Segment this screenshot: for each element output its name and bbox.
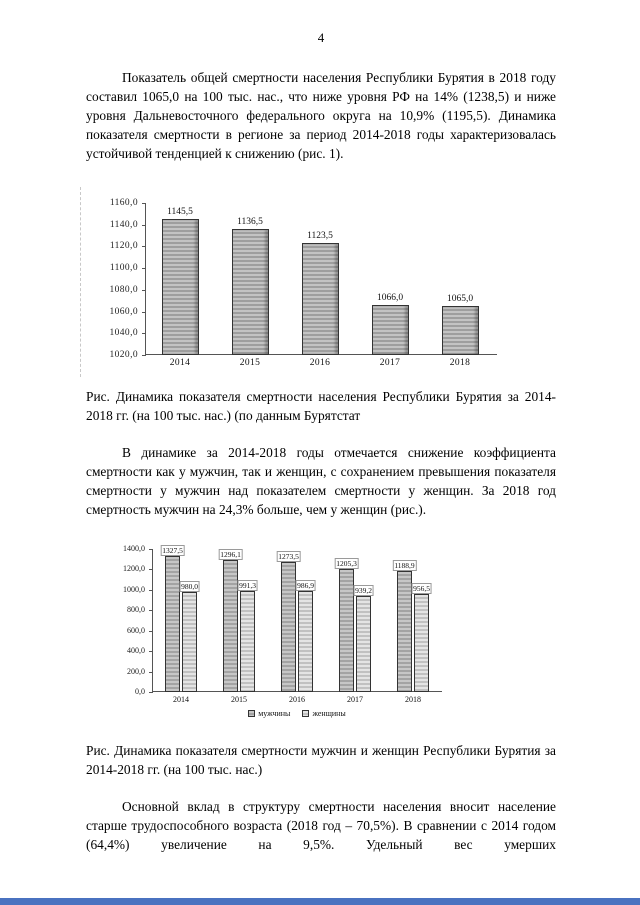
- y-axis-tick-label: 1020,0: [109, 350, 138, 360]
- bar-женщины-2016: [298, 591, 313, 692]
- legend-swatch: [302, 710, 310, 717]
- chart-legend: мужчины женщины: [152, 709, 442, 718]
- y-axis-tick-label: 1200,0: [123, 564, 145, 574]
- y-axis-tick-label: 200,0: [127, 666, 145, 676]
- bar-value-label: 1188,9: [392, 559, 417, 571]
- chart-mortality-by-sex: 1400,0 1200,0 1000,0 800,0 600,0 400,0 200,0 0,…: [106, 535, 448, 731]
- bar-2014: [161, 218, 199, 355]
- y-axis-tick-mark: [149, 549, 153, 550]
- y-axis-tick-label: 400,0: [127, 646, 145, 656]
- document-page: 4 Показатель общей смертности населения …: [80, 30, 556, 852]
- y-axis-tick-mark: [142, 289, 146, 291]
- y-axis-tick-label: 0,0: [135, 687, 145, 696]
- y-axis-tick-label: 1100,0: [109, 263, 138, 274]
- bar-мужчины-2015: [223, 559, 238, 692]
- y-axis-tick-label: 1160,0: [109, 198, 138, 208]
- y-axis-tick-mark: [142, 355, 146, 356]
- bar-value-label: 1296,1: [218, 548, 243, 560]
- paragraph-2: В динамике за 2014-2018 годы отмечается …: [86, 445, 556, 517]
- y-axis-tick-mark: [142, 203, 146, 204]
- y-axis-tick-label: 1000,0: [123, 584, 145, 594]
- bar-value-label: 1123,5: [307, 230, 333, 241]
- y-axis-tick-mark: [149, 651, 153, 653]
- bar-2015: [231, 228, 269, 355]
- page-number: 4: [317, 30, 325, 45]
- bar-value-label: 1066,0: [376, 293, 404, 304]
- y-axis-tick-mark: [142, 268, 146, 270]
- y-axis-tick-label: 1120,0: [109, 241, 138, 252]
- y-axis-tick-mark: [149, 610, 153, 612]
- legend-item: мужчины: [248, 709, 290, 718]
- bar-мужчины-2014: [165, 556, 180, 692]
- paragraph-3: Основной вклад в структуру смертности на…: [86, 799, 556, 852]
- x-axis-tick-label: 2017: [379, 358, 401, 368]
- figure-caption-2: Рис. Динамика показателя смертности мужч…: [86, 743, 556, 777]
- y-axis-tick-label: 1040,0: [109, 328, 138, 339]
- bar-value-label: 1273,5: [276, 550, 301, 562]
- bar-value-label: 1145,5: [167, 206, 193, 217]
- x-axis-tick-label: 2014: [169, 358, 191, 368]
- x-axis-tick-label: 2015: [231, 695, 247, 704]
- chart-total-mortality: 1160,0 1140,0 1120,0 1100,0 1080,0 1060,0 1040…: [80, 187, 498, 377]
- bar-value-label: 986,9: [295, 580, 316, 592]
- y-axis-tick-label: 800,0: [127, 605, 145, 615]
- x-axis-tick-label: 2018: [405, 695, 421, 704]
- bar-value-label: 1136,5: [237, 216, 263, 227]
- bar-value-label: 956,5: [411, 583, 432, 595]
- x-axis-tick-label: 2014: [173, 695, 189, 704]
- y-axis-tick-label: 600,0: [127, 625, 145, 635]
- bar-мужчины-2016: [281, 561, 296, 692]
- paragraph-1: Показатель общей смертности населения Ре…: [86, 70, 556, 161]
- x-axis-tick-label: 2015: [239, 358, 261, 368]
- bar-женщины-2018: [414, 594, 429, 692]
- y-axis-tick-mark: [142, 333, 146, 335]
- legend-item: женщины: [302, 709, 346, 718]
- y-axis-tick-label: 1140,0: [109, 219, 138, 230]
- x-axis-tick-label: 2016: [289, 695, 305, 704]
- bar-2016: [301, 242, 339, 355]
- bar-мужчины-2018: [397, 570, 412, 692]
- bar-value-label: 1327,5: [160, 545, 185, 557]
- bar-женщины-2017: [356, 596, 371, 692]
- bar-value-label: 991,3: [237, 579, 258, 591]
- y-axis-tick-mark: [149, 692, 153, 693]
- y-axis-tick-mark: [149, 630, 153, 632]
- x-axis-tick-label: 2018: [449, 358, 471, 368]
- y-axis-tick-label: 1060,0: [109, 306, 138, 317]
- y-axis-tick-mark: [142, 246, 146, 248]
- bar-женщины-2015: [240, 590, 255, 692]
- x-axis-tick-label: 2016: [309, 358, 331, 368]
- y-axis-tick-label: 1080,0: [109, 284, 138, 295]
- y-axis-tick-mark: [149, 671, 153, 673]
- y-axis-tick-mark: [149, 589, 153, 591]
- y-axis-tick-mark: [142, 224, 146, 226]
- bar-value-label: 1205,3: [334, 557, 359, 569]
- bar-value-label: 939,2: [353, 585, 374, 597]
- bar-value-label: 1065,0: [446, 294, 474, 305]
- bar-женщины-2014: [182, 591, 197, 692]
- chart-plot-area: [152, 549, 442, 692]
- legend-swatch: [248, 710, 256, 717]
- legend-label: мужчины: [258, 709, 291, 718]
- bar-2017: [371, 305, 409, 355]
- figure-caption-1: Рис. Динамика показателя смертности насе…: [86, 389, 556, 423]
- y-axis-tick-label: 1400,0: [123, 544, 145, 553]
- legend-label: женщины: [312, 709, 346, 718]
- bar-мужчины-2017: [339, 568, 354, 692]
- bar-2018: [441, 306, 479, 355]
- x-axis-tick-label: 2017: [347, 695, 363, 704]
- y-axis-tick-mark: [142, 311, 146, 313]
- y-axis-tick-mark: [149, 569, 153, 571]
- bottom-bar: [0, 898, 640, 905]
- bar-value-label: 980,0: [179, 580, 200, 592]
